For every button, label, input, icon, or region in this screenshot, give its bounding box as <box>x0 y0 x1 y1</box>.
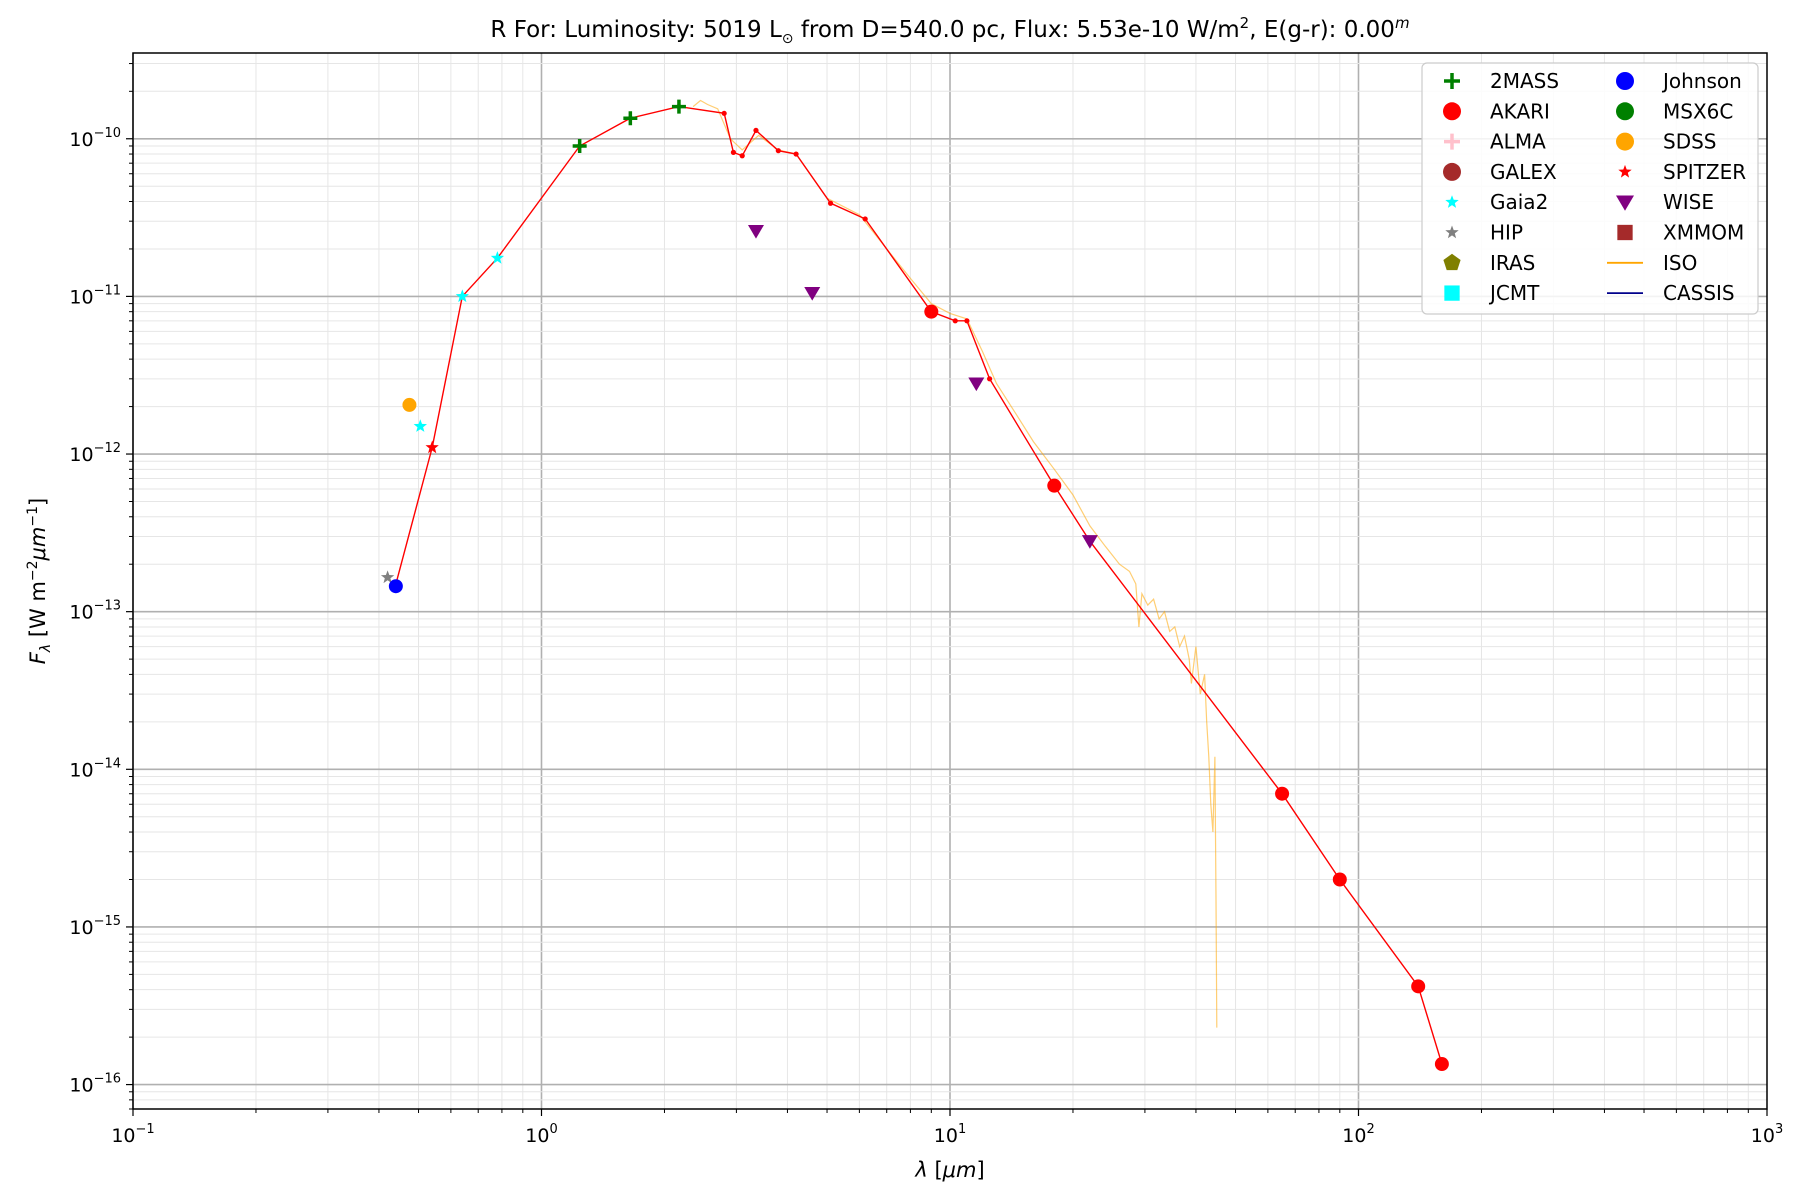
model-point <box>775 148 781 154</box>
y-tick-label: 10−14 <box>69 756 121 781</box>
2mass-point <box>671 99 686 114</box>
y-tick-label: 10−13 <box>69 599 121 624</box>
akari-point <box>1332 872 1347 887</box>
gaia2-point <box>413 419 427 432</box>
legend-marker-akari <box>1443 102 1461 121</box>
legend-label-jcmt: JCMT <box>1488 281 1540 305</box>
model-point <box>739 153 745 159</box>
legend-label-alma: ALMA <box>1490 130 1546 154</box>
x-tick-label: 103 <box>1751 1122 1783 1147</box>
legend-label-msx6c: MSX6C <box>1663 99 1733 123</box>
legend-label-akari: AKARI <box>1490 99 1550 123</box>
y-axis-label: Fλ [W m−2μm−1] <box>25 498 54 664</box>
x-tick-label: 102 <box>1342 1122 1374 1147</box>
y-tick-label: 10−10 <box>69 126 121 151</box>
model-point <box>721 110 727 116</box>
legend-marker-gaia2 <box>1445 195 1459 208</box>
akari-point <box>924 304 939 319</box>
sdss-point <box>402 397 417 412</box>
x-tick-label: 101 <box>934 1122 966 1147</box>
wise-point <box>747 224 764 239</box>
legend-label-wise: WISE <box>1663 190 1714 214</box>
model-point <box>827 200 834 206</box>
legend-label-galex: GALEX <box>1490 160 1557 184</box>
y-tick-label: 10−12 <box>69 441 121 466</box>
wise-point <box>804 287 821 301</box>
gaia2-point <box>490 251 505 264</box>
model-point <box>964 318 970 324</box>
x-tick-label: 100 <box>525 1122 557 1147</box>
legend-box <box>1421 62 1759 315</box>
model-line-path <box>395 105 1443 1065</box>
wise-point <box>968 377 985 392</box>
model-point <box>793 151 799 157</box>
model-line <box>393 103 1445 1067</box>
legend-marker-iras <box>1443 253 1461 271</box>
legend-marker-2mass <box>1444 73 1460 89</box>
legend: 2MASS AKARI ALMA GALEX Gaia2 HIP IRAS JCMT Johns… <box>1421 62 1759 315</box>
model-point <box>952 318 958 324</box>
x-tick-label: 10−1 <box>111 1122 154 1147</box>
legend-marker-alma <box>1444 133 1460 150</box>
hip-point <box>380 570 395 584</box>
model-point <box>986 376 993 382</box>
legend-label-iras: IRAS <box>1490 251 1535 275</box>
x-axis-label: λ [μm] <box>914 1158 984 1182</box>
model-point <box>730 149 737 155</box>
y-tick-label: 10−11 <box>69 283 121 308</box>
y-tick-label: 10−15 <box>69 914 121 939</box>
legend-label-spitzer: SPITZER <box>1663 160 1746 184</box>
model-point <box>753 127 759 133</box>
johnson-point <box>388 579 403 594</box>
legend-marker-sdss <box>1616 132 1634 151</box>
legend-marker-galex <box>1443 162 1461 181</box>
chart-title: R For: Luminosity: 5019 L⊙ from D=540.0 … <box>490 14 1409 47</box>
legend-label-gaia2: Gaia2 <box>1490 190 1548 214</box>
model-point <box>862 216 868 222</box>
y-tick-label: 10−16 <box>69 1072 121 1097</box>
akari-point <box>1275 786 1290 801</box>
legend-label-2mass: 2MASS <box>1490 69 1559 93</box>
akari-point <box>1047 478 1062 493</box>
axis-ticks: 10−1 100 101 102 103 10−16 10−15 10−14 10−13 10−1… <box>69 63 1783 1147</box>
legend-marker-msx6c <box>1616 102 1634 121</box>
akari-point <box>1411 979 1426 994</box>
legend-marker-wise <box>1616 195 1634 211</box>
spitzer-point <box>425 440 439 454</box>
legend-label-xmmom: XMMOM <box>1663 221 1744 245</box>
wise-point <box>1081 535 1098 549</box>
legend-label-hip: HIP <box>1490 221 1523 245</box>
akari-point <box>1434 1057 1449 1072</box>
2mass-point <box>572 138 587 153</box>
2mass-point <box>623 111 638 126</box>
legend-marker-xmmom <box>1617 224 1633 241</box>
legend-marker-johnson <box>1616 72 1634 90</box>
legend-label-iso: ISO <box>1663 251 1697 275</box>
legend-marker-spitzer <box>1618 164 1632 178</box>
legend-label-cassis: CASSIS <box>1663 281 1735 305</box>
legend-marker-hip <box>1445 225 1459 239</box>
legend-label-sdss: SDSS <box>1663 130 1717 154</box>
legend-label-johnson: Johnson <box>1661 69 1742 93</box>
gaia2-point <box>455 289 469 303</box>
photometry-markers <box>380 99 1449 1072</box>
legend-marker-jcmt <box>1444 285 1460 301</box>
